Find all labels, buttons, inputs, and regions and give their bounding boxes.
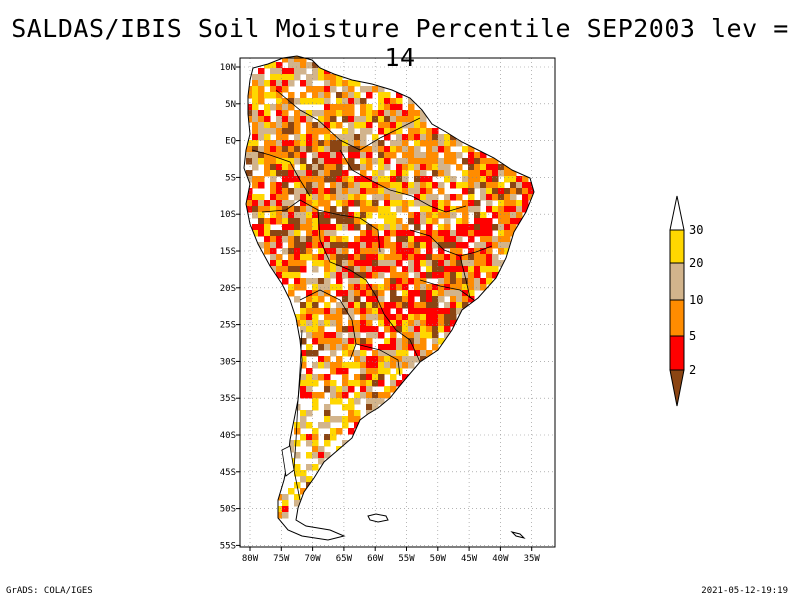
lat-tick-label: 20S: [220, 284, 236, 294]
lon-tick-label: 80W: [242, 554, 259, 564]
lon-tick-label: 45W: [461, 554, 478, 564]
colorbar-segment: [669, 299, 685, 337]
lon-tick-label: 60W: [367, 554, 384, 564]
colorbar-segment: [669, 262, 685, 301]
longitude-axis: 80W 75W 70W 65W 60W 55W 50W 45W 40W 35W: [242, 547, 541, 564]
colorbar-below-2: [669, 369, 685, 407]
country-borders: [251, 89, 493, 501]
colorbar-above-30: [669, 195, 685, 231]
map-title: SALDAS/IBIS Soil Moisture Percentile SEP…: [11, 14, 789, 72]
latitude-axis: 10N 5N EQ 5S 10S 15S 20S 25S 30S 35S 40S 45S 50S 55S: [220, 63, 240, 551]
lat-tick-label: 10N: [220, 63, 236, 73]
lat-tick-label: 50S: [220, 505, 236, 515]
lat-tick-label: 55S: [220, 541, 236, 551]
lat-tick-label: EQ: [225, 137, 236, 147]
islands: [281, 445, 526, 539]
coastline: [243, 55, 535, 541]
lon-tick-label: 65W: [336, 554, 353, 564]
lat-tick-label: 40S: [220, 431, 236, 441]
lon-tick-label: 35W: [524, 554, 541, 564]
lat-tick-label: 10S: [220, 210, 236, 220]
colorbar-segment: [669, 229, 685, 264]
lon-tick-label: 70W: [304, 554, 321, 564]
footer-timestamp: 2021-05-12-19:19: [701, 586, 788, 596]
percentile-shading: [246, 56, 534, 519]
lat-tick-label: 15S: [220, 247, 236, 257]
colorbar-tick-label: 20: [689, 256, 703, 270]
colorbar-tick-label: 10: [689, 293, 703, 307]
colorbar-tick-label: 5: [689, 329, 696, 343]
colorbar-tick-label: 30: [689, 223, 703, 237]
lat-tick-label: 5N: [225, 100, 236, 110]
lat-tick-label: 25S: [220, 321, 236, 331]
footer-credit: GrADS: COLA/IGES: [6, 586, 93, 596]
lat-tick-label: 35S: [220, 394, 236, 404]
map-frame: [239, 57, 556, 548]
lat-tick-label: 5S: [225, 173, 236, 183]
lon-tick-label: 50W: [430, 554, 447, 564]
colorbar-tick-label: 2: [689, 363, 696, 377]
lon-tick-label: 75W: [273, 554, 290, 564]
percentile-colorbar: 2 5 10 20 30: [669, 195, 703, 407]
lat-tick-label: 30S: [220, 357, 236, 367]
lon-tick-label: 55W: [398, 554, 415, 564]
colorbar-segment: [669, 335, 685, 371]
lon-tick-label: 40W: [492, 554, 509, 564]
lat-tick-label: 45S: [220, 468, 236, 478]
